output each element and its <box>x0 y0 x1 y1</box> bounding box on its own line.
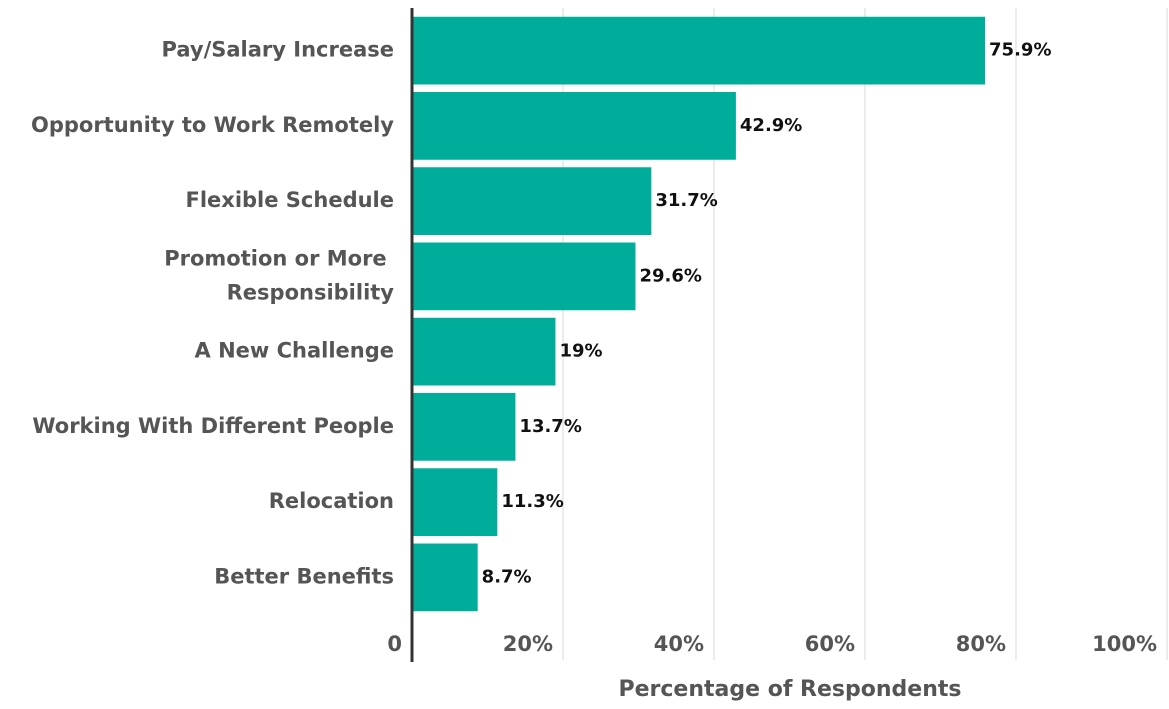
value-label: 42.9% <box>740 115 802 136</box>
x-tick-label: 80% <box>956 632 1006 656</box>
value-label: 8.7% <box>482 566 532 587</box>
value-label: 19% <box>559 341 602 362</box>
y-tick-label: Opportunity to Work Remotely <box>31 113 394 137</box>
x-tick-label: 100% <box>1092 632 1157 656</box>
bar <box>412 317 556 386</box>
value-label: 11.3% <box>501 491 563 512</box>
value-label: 29.6% <box>639 265 701 286</box>
y-tick-label: Working With Different People <box>32 414 394 438</box>
y-tick-label: A New Challenge <box>195 339 395 363</box>
x-tick-label: 20% <box>503 632 553 656</box>
value-label: 75.9% <box>989 40 1051 61</box>
bar <box>412 167 652 235</box>
y-tick-label: Pay/Salary Increase <box>162 38 394 62</box>
x-tick-label: 60% <box>805 632 855 656</box>
x-tick-label: 0 <box>387 632 402 656</box>
bar <box>412 16 986 85</box>
bar <box>412 92 736 160</box>
bar <box>412 468 498 536</box>
bar <box>412 543 478 612</box>
y-tick-label: Relocation <box>269 489 394 513</box>
y-tick-label: Flexible Schedule <box>185 188 394 212</box>
x-tick-label: 40% <box>654 632 704 656</box>
bar <box>412 393 516 461</box>
value-label: 13.7% <box>519 416 581 437</box>
y-tick-label: Promotion or More Responsibility <box>164 246 394 304</box>
x-axis-label: Percentage of Respondents <box>619 677 962 702</box>
y-tick-label: Better Benefits <box>214 564 394 588</box>
bar <box>412 242 636 311</box>
value-label: 31.7% <box>655 190 717 211</box>
